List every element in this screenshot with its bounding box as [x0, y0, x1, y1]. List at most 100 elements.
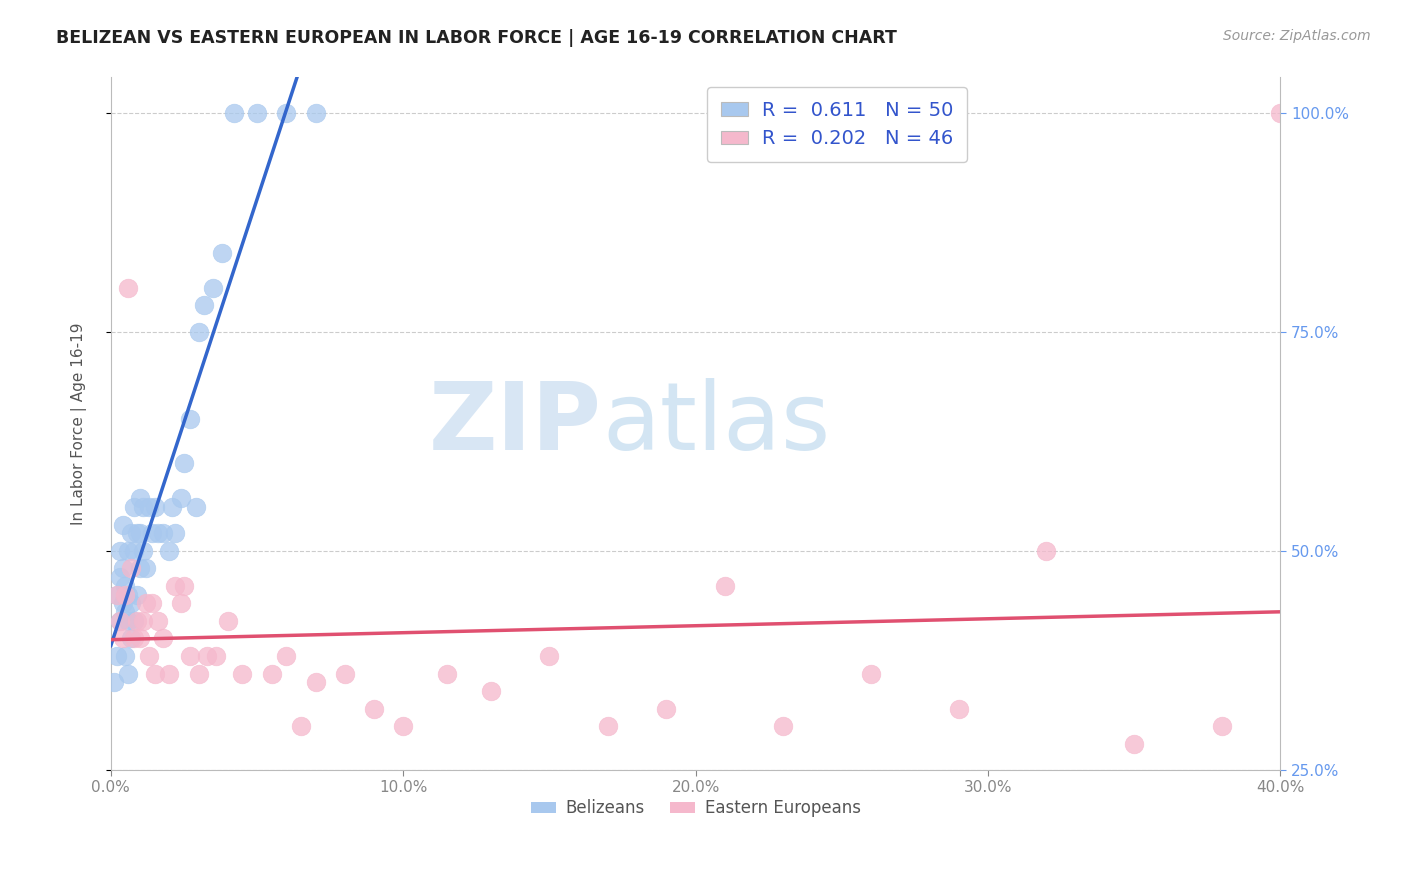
Point — [120, 632, 142, 646]
Point — [122, 500, 145, 514]
Point — [127, 526, 149, 541]
Point — [217, 614, 239, 628]
Point — [436, 666, 458, 681]
Point — [114, 588, 136, 602]
Point — [479, 684, 502, 698]
Point — [179, 648, 201, 663]
Point — [132, 544, 155, 558]
Point — [122, 614, 145, 628]
Point — [114, 579, 136, 593]
Text: ZIP: ZIP — [429, 377, 602, 470]
Y-axis label: In Labor Force | Age 16-19: In Labor Force | Age 16-19 — [72, 323, 87, 525]
Point — [276, 105, 298, 120]
Point — [304, 675, 326, 690]
Point — [129, 561, 152, 575]
Point — [655, 701, 678, 715]
Point — [205, 648, 228, 663]
Point — [157, 544, 180, 558]
Point — [111, 561, 134, 575]
Text: atlas: atlas — [602, 377, 831, 470]
Point — [138, 648, 160, 663]
Point — [1211, 719, 1233, 733]
Point — [290, 719, 312, 733]
Point — [231, 666, 253, 681]
Point — [152, 526, 174, 541]
Point — [135, 561, 157, 575]
Point — [108, 614, 131, 628]
Point — [117, 544, 139, 558]
Point — [157, 666, 180, 681]
Point — [120, 561, 142, 575]
Point — [165, 526, 187, 541]
Point — [304, 105, 326, 120]
Point — [143, 500, 166, 514]
Point — [211, 245, 233, 260]
Point — [111, 632, 134, 646]
Point — [105, 648, 128, 663]
Point — [538, 648, 561, 663]
Point — [129, 491, 152, 506]
Point — [333, 666, 356, 681]
Point — [127, 588, 149, 602]
Point — [948, 701, 970, 715]
Point — [132, 500, 155, 514]
Point — [138, 500, 160, 514]
Point — [772, 719, 794, 733]
Point — [117, 614, 139, 628]
Point — [195, 648, 218, 663]
Text: Source: ZipAtlas.com: Source: ZipAtlas.com — [1223, 29, 1371, 43]
Point — [129, 632, 152, 646]
Point — [1270, 105, 1292, 120]
Point — [173, 456, 195, 470]
Point — [146, 526, 169, 541]
Point — [165, 579, 187, 593]
Point — [132, 614, 155, 628]
Point — [222, 105, 245, 120]
Point — [114, 648, 136, 663]
Point — [162, 500, 184, 514]
Text: BELIZEAN VS EASTERN EUROPEAN IN LABOR FORCE | AGE 16-19 CORRELATION CHART: BELIZEAN VS EASTERN EUROPEAN IN LABOR FO… — [56, 29, 897, 46]
Point — [120, 596, 142, 610]
Point — [129, 526, 152, 541]
Point — [108, 544, 131, 558]
Point — [170, 491, 193, 506]
Point — [103, 675, 125, 690]
Point — [120, 526, 142, 541]
Point — [146, 614, 169, 628]
Point — [127, 614, 149, 628]
Point — [141, 596, 163, 610]
Point — [187, 325, 209, 339]
Point — [170, 596, 193, 610]
Point — [714, 579, 737, 593]
Point — [1123, 737, 1146, 751]
Point — [135, 596, 157, 610]
Point — [114, 605, 136, 619]
Point — [187, 666, 209, 681]
Point — [184, 500, 207, 514]
Point — [141, 526, 163, 541]
Point — [596, 719, 619, 733]
Point — [117, 588, 139, 602]
Point — [105, 588, 128, 602]
Point — [392, 719, 415, 733]
Point — [117, 666, 139, 681]
Point — [179, 412, 201, 426]
Point — [111, 596, 134, 610]
Legend: Belizeans, Eastern Europeans: Belizeans, Eastern Europeans — [524, 793, 868, 824]
Point — [363, 701, 385, 715]
Point — [122, 544, 145, 558]
Point — [105, 588, 128, 602]
Point — [246, 105, 269, 120]
Point — [108, 570, 131, 584]
Point — [122, 632, 145, 646]
Point — [860, 666, 883, 681]
Point — [111, 517, 134, 532]
Point — [276, 648, 298, 663]
Point — [260, 666, 283, 681]
Point — [117, 281, 139, 295]
Point — [173, 579, 195, 593]
Point — [202, 281, 225, 295]
Point — [108, 614, 131, 628]
Point — [143, 666, 166, 681]
Point — [193, 298, 215, 312]
